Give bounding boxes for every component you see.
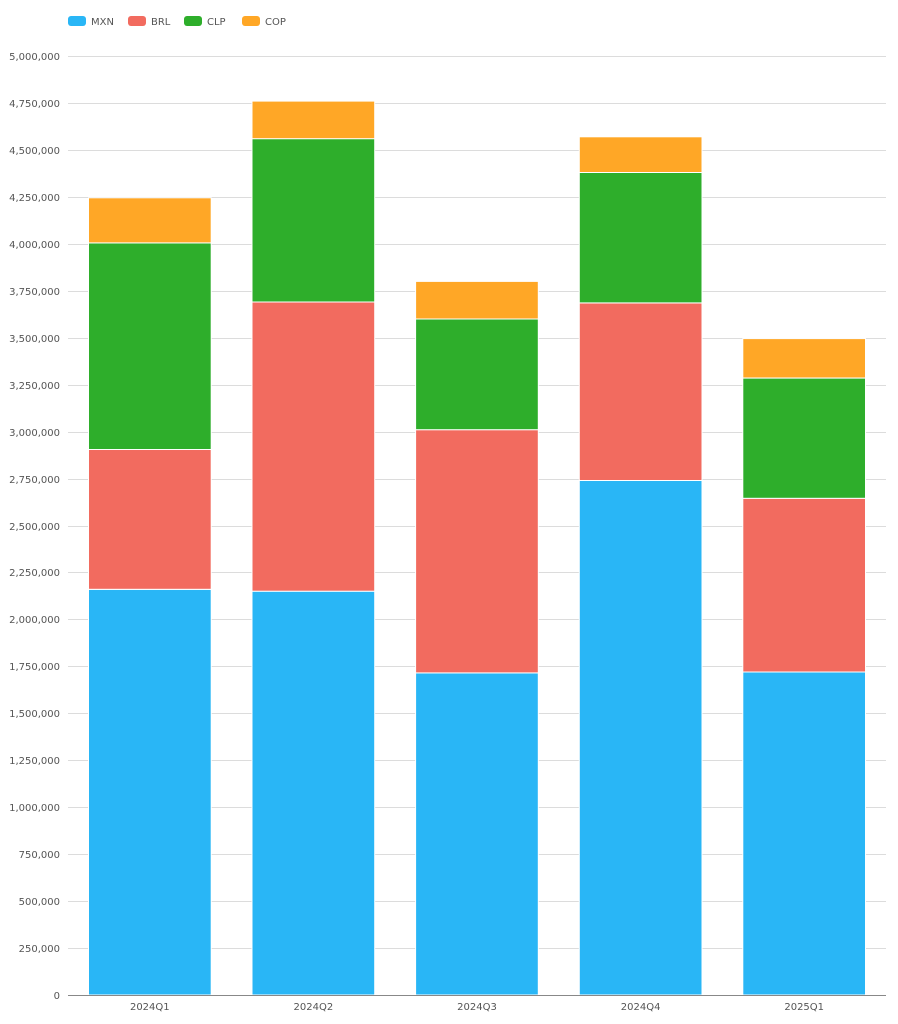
legend-swatch-cop[interactable] xyxy=(242,16,260,26)
bar-clp-2024q1[interactable] xyxy=(88,242,212,450)
bar-cop-2024q3[interactable] xyxy=(415,280,539,320)
bar-mxn-2024q1[interactable] xyxy=(88,588,212,996)
y-tick-label: 1,750,000 xyxy=(9,662,60,673)
y-tick-label: 2,000,000 xyxy=(9,615,60,626)
y-tick-label: 4,250,000 xyxy=(9,193,60,204)
x-tick-label: 2025Q1 xyxy=(784,1002,824,1013)
y-tick-label: 250,000 xyxy=(19,944,60,955)
bar-brl-2024q4[interactable] xyxy=(578,302,703,481)
bar-cop-2025q1[interactable] xyxy=(742,338,866,379)
y-tick-label: 2,500,000 xyxy=(9,522,60,533)
bar-clp-2024q4[interactable] xyxy=(578,171,703,304)
legend-label-brl[interactable]: BRL xyxy=(151,17,171,28)
y-tick-label: 2,750,000 xyxy=(9,475,60,486)
legend: MXN BRL CLP COP xyxy=(68,16,286,28)
x-tick-label: 2024Q3 xyxy=(457,1002,497,1013)
y-tick-label: 3,750,000 xyxy=(9,287,60,298)
legend-swatch-clp[interactable] xyxy=(184,16,202,26)
y-tick-label: 500,000 xyxy=(19,897,60,908)
legend-swatch-brl[interactable] xyxy=(128,16,146,26)
bar-brl-2024q1[interactable] xyxy=(88,448,212,590)
y-tick-label: 1,500,000 xyxy=(9,709,60,720)
bar-cop-2024q4[interactable] xyxy=(578,136,703,174)
legend-label-mxn[interactable]: MXN xyxy=(91,17,114,28)
legend-swatch-mxn[interactable] xyxy=(68,16,86,26)
bars xyxy=(88,100,866,996)
x-tick-label: 2024Q1 xyxy=(130,1002,170,1013)
axes: 0 250,000 500,000 750,000 1,000,000 1,250,000… xyxy=(9,52,886,1013)
y-tick-label: 5,000,000 xyxy=(9,52,60,63)
bar-mxn-2024q4[interactable] xyxy=(578,479,703,996)
bar-mxn-2024q3[interactable] xyxy=(415,672,539,996)
x-tick-label: 2024Q2 xyxy=(294,1002,334,1013)
bar-clp-2024q2[interactable] xyxy=(251,138,376,303)
bar-cop-2024q2[interactable] xyxy=(251,100,376,140)
bar-brl-2024q2[interactable] xyxy=(251,301,376,592)
bar-mxn-2024q2[interactable] xyxy=(251,590,376,996)
y-tick-label: 0 xyxy=(54,991,60,1002)
y-tick-label: 750,000 xyxy=(19,850,60,861)
bar-clp-2025q1[interactable] xyxy=(742,377,866,499)
y-tick-label: 4,000,000 xyxy=(9,240,60,251)
bar-clp-2024q3[interactable] xyxy=(415,318,539,431)
y-tick-label: 3,250,000 xyxy=(9,381,60,392)
x-tick-label: 2024Q4 xyxy=(621,1002,661,1013)
bar-mxn-2025q1[interactable] xyxy=(742,671,866,996)
y-tick-label: 4,500,000 xyxy=(9,146,60,157)
bar-brl-2024q3[interactable] xyxy=(415,429,539,674)
y-tick-label: 4,750,000 xyxy=(9,99,60,110)
y-tick-label: 3,500,000 xyxy=(9,334,60,345)
y-tick-label: 1,250,000 xyxy=(9,756,60,767)
bar-brl-2025q1[interactable] xyxy=(742,497,866,673)
bar-cop-2024q1[interactable] xyxy=(88,197,212,244)
legend-label-cop[interactable]: COP xyxy=(265,17,286,28)
y-tick-label: 1,000,000 xyxy=(9,803,60,814)
y-tick-label: 3,000,000 xyxy=(9,428,60,439)
y-tick-label: 2,250,000 xyxy=(9,568,60,579)
legend-label-clp[interactable]: CLP xyxy=(207,17,226,28)
